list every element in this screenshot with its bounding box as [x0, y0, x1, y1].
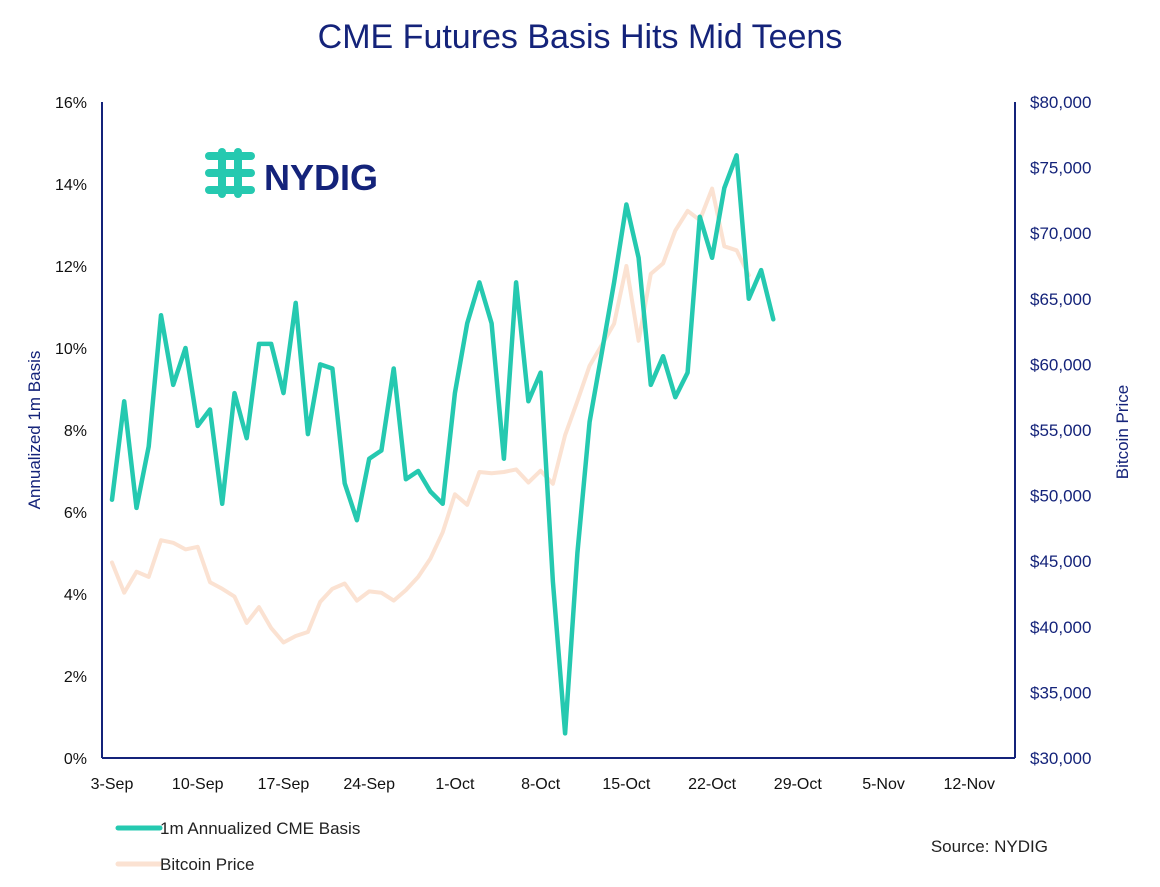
axes [101, 102, 1016, 759]
y-tick-label: 12% [55, 259, 87, 276]
y-tick-label: 0% [64, 751, 87, 768]
y2-tick-label: $50,000 [1030, 487, 1091, 506]
x-tick-label: 8-Oct [521, 776, 561, 793]
logo-bar-top [205, 152, 255, 160]
nydig-logo-icon [205, 148, 255, 198]
y2-tick-label: $70,000 [1030, 224, 1091, 243]
x-tick-label: 22-Oct [688, 776, 737, 793]
y-tick-label: 16% [55, 95, 87, 112]
left-axis-ticks: 0% 2% 4% 6% 8% 10% 12% 14% 16% [55, 95, 87, 768]
y2-tick-label: $75,000 [1030, 159, 1091, 178]
y2-tick-label: $60,000 [1030, 355, 1091, 374]
logo-bar-bottom [205, 186, 255, 194]
y-tick-label: 6% [64, 505, 87, 522]
chart-title: CME Futures Basis Hits Mid Teens [317, 18, 843, 56]
logo-bar-middle [205, 169, 255, 177]
right-axis-title: Bitcoin Price [1113, 385, 1132, 479]
y-tick-label: 8% [64, 423, 87, 440]
x-tick-label: 17-Sep [258, 776, 310, 793]
x-tick-label: 15-Oct [602, 776, 651, 793]
logo-bar-right [234, 148, 242, 198]
y-tick-label: 2% [64, 669, 87, 686]
legend: 1m Annualized CME Basis Bitcoin Price [115, 819, 360, 874]
legend-label-basis: 1m Annualized CME Basis [160, 819, 360, 838]
legend-label-price: Bitcoin Price [160, 855, 254, 874]
y-tick-label: 4% [64, 587, 87, 604]
left-axis-title: Annualized 1m Basis [25, 351, 44, 510]
y2-tick-label: $35,000 [1030, 683, 1091, 702]
logo-bar-left [218, 148, 226, 198]
y2-tick-label: $55,000 [1030, 421, 1091, 440]
x-axis-ticks: 3-Sep 10-Sep 17-Sep 24-Sep 1-Oct 8-Oct 15-Oct 2… [91, 776, 995, 793]
x-tick-label: 12-Nov [943, 776, 995, 793]
y2-tick-label: $40,000 [1030, 618, 1091, 637]
y2-tick-label: $30,000 [1030, 749, 1091, 768]
x-tick-label: 1-Oct [435, 776, 475, 793]
logo-wordmark: NYDIG [264, 157, 378, 198]
y2-tick-label: $80,000 [1030, 93, 1091, 112]
y2-tick-label: $45,000 [1030, 552, 1091, 571]
basis-line [109, 153, 776, 736]
x-tick-label: 3-Sep [91, 776, 134, 793]
x-tick-label: 29-Oct [774, 776, 823, 793]
x-tick-label: 5-Nov [862, 776, 905, 793]
y2-tick-label: $65,000 [1030, 290, 1091, 309]
x-tick-label: 24-Sep [343, 776, 395, 793]
x-tick-label: 10-Sep [172, 776, 224, 793]
right-axis-ticks: $30,000 $35,000 $40,000 $45,000 $50,000 $55,0… [1030, 93, 1091, 768]
y-tick-label: 14% [55, 177, 87, 194]
nydig-logo: NYDIG [205, 148, 378, 198]
y-tick-label: 10% [55, 341, 87, 358]
series-lines [109, 153, 776, 736]
source-note: Source: NYDIG [931, 837, 1048, 856]
